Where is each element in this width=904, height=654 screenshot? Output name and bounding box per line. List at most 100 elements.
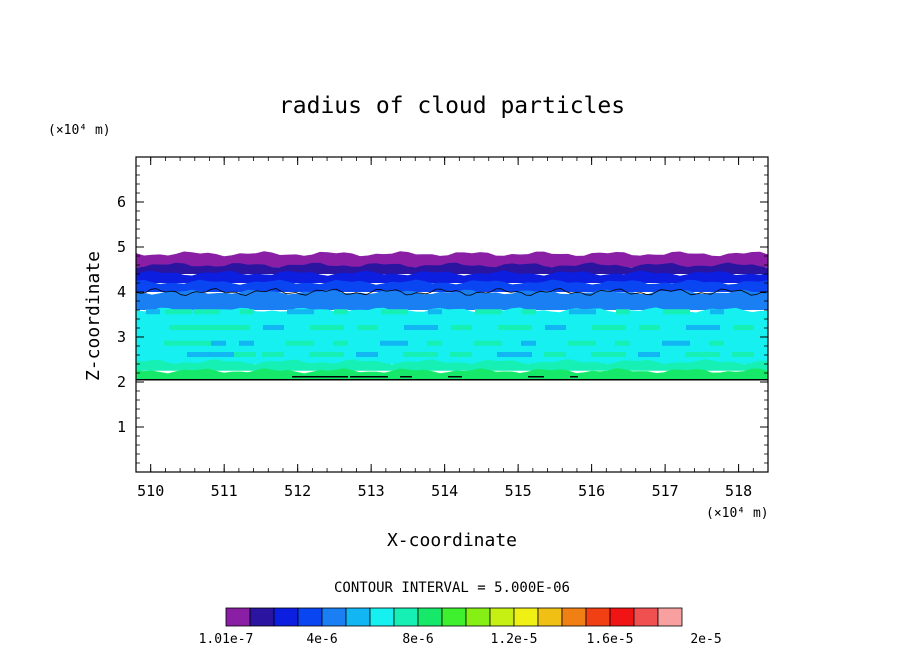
y-tick-label: 1 — [117, 418, 126, 436]
cloud-patch — [286, 340, 314, 346]
cloud-patch — [164, 340, 192, 346]
colorbar-cell — [441, 607, 467, 627]
cloud-patch — [193, 309, 220, 315]
y-tick-label: 4 — [117, 283, 126, 301]
cloud-patch — [498, 325, 532, 330]
x-tick-label: 510 — [137, 482, 164, 500]
cloud-patch — [685, 352, 720, 357]
y-unit-label: (×10⁴ m) — [48, 123, 111, 138]
x-tick-label: 514 — [431, 482, 458, 500]
cloud-patch — [639, 325, 660, 330]
cloud-patch — [309, 352, 344, 357]
cloud-patch — [568, 340, 596, 346]
band-2 — [136, 270, 768, 283]
cloud-patch — [475, 309, 502, 315]
cloud-patch — [262, 352, 284, 357]
contour-interval-label: CONTOUR INTERVAL = 5.000E-06 — [334, 580, 570, 596]
x-tick-label: 511 — [211, 482, 238, 500]
cloud-patch — [215, 352, 250, 357]
cloud-patch — [686, 325, 720, 330]
colorbar-cell — [249, 607, 275, 627]
colorbar-cell — [633, 607, 659, 627]
cloud-patch — [239, 340, 254, 346]
cloud-patch — [569, 309, 596, 315]
colorbar-cell — [297, 607, 323, 627]
cloud-patch — [333, 340, 348, 346]
x-tick-label: 515 — [505, 482, 532, 500]
colorbar-cell — [465, 607, 491, 627]
y-tick-label: 2 — [117, 373, 126, 391]
cloud-patch — [192, 340, 220, 346]
cloud-patch — [591, 352, 626, 357]
band-1 — [136, 262, 768, 274]
cloud-patch — [710, 309, 724, 315]
y-tick-label: 3 — [117, 328, 126, 346]
cloud-patch — [404, 325, 438, 330]
cloud-patch — [380, 340, 408, 346]
colorbar-cell — [537, 607, 563, 627]
cloud-patch — [381, 309, 408, 315]
cloud-patch — [733, 325, 754, 330]
cloud-patch — [544, 352, 566, 357]
cloud-patch — [287, 309, 314, 315]
cloud-patch — [216, 325, 250, 330]
band-3 — [136, 279, 768, 292]
colorbar-cell — [225, 607, 251, 627]
cloud-patch — [169, 325, 190, 330]
cloud-patch — [522, 309, 536, 315]
cloud-patch — [474, 340, 502, 346]
cloud-patch — [732, 352, 754, 357]
colorbar-cell — [585, 607, 611, 627]
cloud-patch — [428, 309, 442, 315]
cloud-patch — [234, 352, 256, 357]
colorbar-label: 1.01e-7 — [199, 632, 254, 647]
axes: 510 511 512 513 514 515 516 517 518 1 2 3 4 5 6 — [117, 156, 769, 500]
cloud-patch — [615, 340, 630, 346]
colorbar-label: 1.6e-5 — [587, 632, 634, 647]
cloud-patch — [211, 340, 226, 346]
chart-title: radius of cloud particles — [279, 93, 625, 119]
cloud-patch — [638, 352, 660, 357]
cloud-patch — [310, 325, 344, 330]
colorbar: 1.01e-7 4e-6 8e-6 1.2e-5 1.6e-5 2e-5 — [199, 607, 722, 647]
cloud-patch — [165, 309, 192, 315]
colorbar-label: 1.2e-5 — [491, 632, 538, 647]
colorbar-cell — [657, 607, 683, 627]
y-tick-label: 6 — [117, 193, 126, 211]
colorbar-cell — [561, 607, 587, 627]
colorbar-cell — [273, 607, 299, 627]
cloud-patch — [187, 352, 222, 357]
cloud-patch — [403, 352, 438, 357]
colorbar-cell — [345, 607, 371, 627]
cloud-patch — [451, 325, 472, 330]
band-0 — [136, 251, 768, 268]
colorbar-cell — [609, 607, 635, 627]
cloud-patch — [663, 309, 690, 315]
plot-frame — [135, 156, 769, 473]
contour-line — [135, 288, 767, 296]
x-tick-label: 512 — [284, 482, 311, 500]
cloud-patch — [240, 309, 254, 315]
colorbar-label: 4e-6 — [306, 632, 337, 647]
colorbar-cell — [321, 607, 347, 627]
cloud-patch — [521, 340, 536, 346]
x-tick-label: 513 — [358, 482, 385, 500]
x-axis-label: X-coordinate — [387, 530, 517, 551]
cloud-patch — [497, 352, 532, 357]
plot-area — [135, 251, 768, 381]
colorbar-cell — [393, 607, 419, 627]
cloud-patch — [146, 309, 160, 315]
cloud-patch — [427, 340, 442, 346]
cloud-patch — [545, 325, 566, 330]
y-tick-label: 5 — [117, 238, 126, 256]
x-unit-label: (×10⁴ m) — [706, 506, 769, 521]
cloud-patch — [334, 309, 348, 315]
cloud-patch — [709, 340, 724, 346]
colorbar-cell — [489, 607, 515, 627]
colorbar-cell — [417, 607, 443, 627]
cloud-patch — [356, 352, 378, 357]
colorbar-cell — [513, 607, 539, 627]
x-tick-label: 517 — [652, 482, 679, 500]
cloud-patch — [662, 340, 690, 346]
cloud-patch — [263, 325, 284, 330]
